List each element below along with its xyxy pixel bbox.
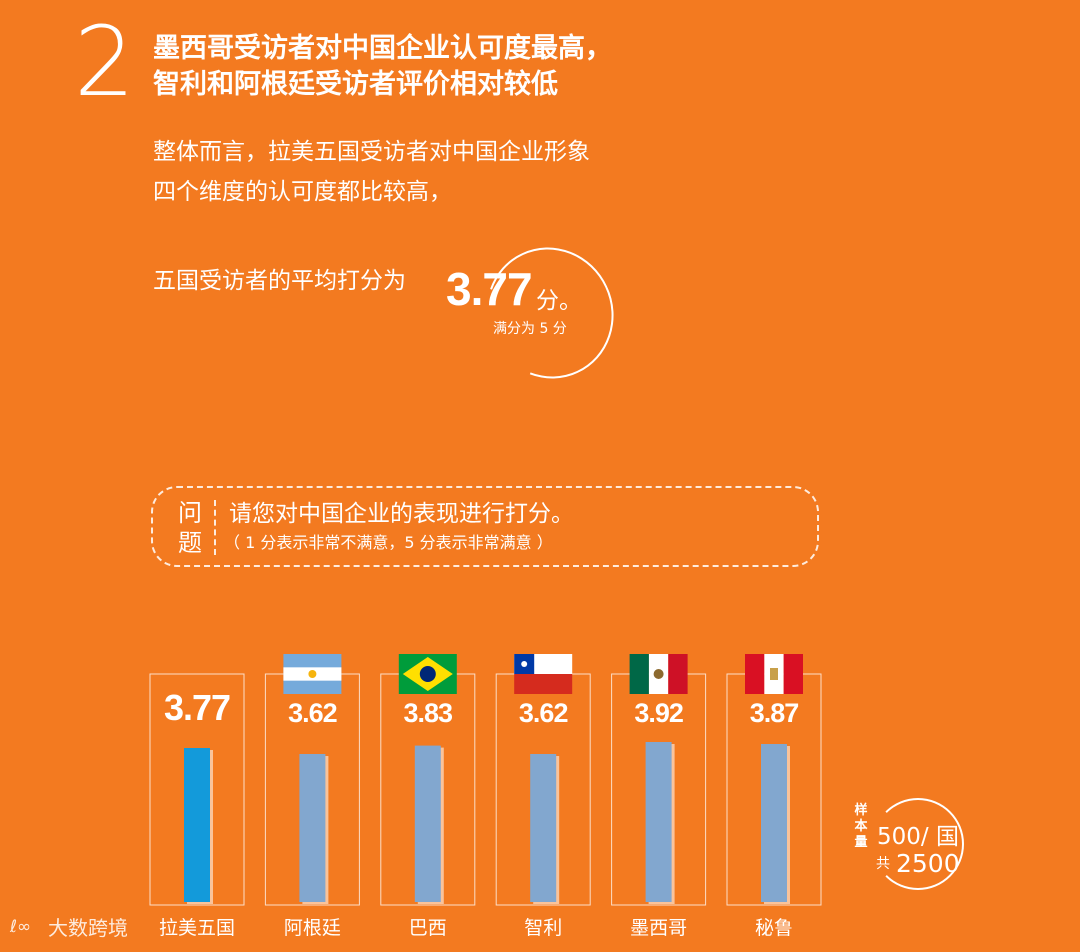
brazil-flag	[398, 654, 457, 694]
headline-line-2: 智利和阿根廷受访者评价相对较低	[153, 69, 558, 100]
data-label: 3.92	[634, 698, 683, 728]
sample-total: 2500	[896, 849, 960, 878]
bar	[530, 754, 557, 902]
intro-text: 整体而言，拉美五国受访者对中国企业形象 四个维度的认可度都比较高，	[153, 132, 590, 212]
chile-flag	[514, 654, 573, 694]
data-label: 3.83	[404, 698, 454, 728]
mexico-flag-emblem	[653, 669, 664, 679]
intro-line-2: 四个维度的认可度都比较高，	[153, 179, 452, 205]
category-label: 拉美五国	[159, 917, 235, 939]
category-label: 墨西哥	[630, 917, 687, 939]
category-label: 秘鲁	[755, 917, 793, 939]
data-label: 3.77	[164, 687, 230, 728]
data-label: 3.62	[519, 698, 568, 728]
headline: 墨西哥受访者对中国企业认可度最高， 智利和阿根廷受访者评价相对较低	[153, 31, 612, 103]
question-tag-bottom: 题	[178, 529, 202, 557]
mexico-flag-green	[629, 654, 649, 694]
question-box	[151, 486, 819, 567]
bar	[299, 754, 326, 902]
chile-flag-star	[521, 661, 528, 667]
data-label: 3.87	[750, 698, 799, 728]
sample-per-country: 500/ 国	[877, 824, 959, 850]
category-label: 阿根廷	[284, 917, 341, 939]
question-subtext: （ 1 分表示非常不满意，5 分表示非常满意 ）	[224, 533, 553, 552]
peru-flag	[745, 654, 803, 694]
question-tag: 问 题	[176, 498, 204, 558]
intro-line-1: 整体而言，拉美五国受访者对中国企业形象	[153, 139, 590, 165]
bar	[761, 744, 787, 902]
headline-line-1: 墨西哥受访者对中国企业认可度最高，	[153, 33, 612, 64]
brazil-flag-globe	[419, 666, 436, 682]
bar	[184, 748, 210, 902]
question-text: 请您对中国企业的表现进行打分。	[229, 501, 574, 527]
average-unit: 分。	[536, 288, 582, 314]
sample-circle-decoration	[872, 798, 964, 890]
average-note: 满分为 5 分	[493, 321, 567, 337]
data-label: 3.62	[288, 698, 337, 728]
argentina-flag-sun	[308, 670, 317, 678]
argentina-flag	[283, 654, 342, 694]
score-bar-chart: 3.77 拉美五国 3.62 阿根廷 3.83 巴西 3.62 智利 3.92 墨西哥 3.87 秘鲁	[149, 654, 822, 939]
watermark-text: 大数跨境	[48, 916, 128, 940]
category-label: 巴西	[409, 917, 447, 939]
average-value: 3.77	[446, 263, 533, 315]
sample-total-label: 共	[876, 856, 890, 872]
bar	[414, 745, 441, 902]
mexico-flag-red	[668, 654, 688, 694]
peru-flag-emblem	[770, 668, 778, 680]
peru-flag-red-right	[783, 654, 803, 694]
section-number: 2	[74, 6, 136, 118]
category-label: 智利	[524, 917, 562, 939]
sample-label: 样本量	[854, 803, 868, 850]
question-tag-top: 问	[178, 499, 202, 527]
bar	[645, 742, 672, 902]
chile-flag-red	[514, 674, 573, 694]
average-prefix: 五国受访者的平均打分为	[153, 268, 406, 294]
question-divider	[214, 500, 216, 555]
category-frame	[149, 673, 245, 906]
mexico-flag	[629, 654, 688, 694]
peru-flag-red-left	[745, 654, 765, 694]
lebo-logo-icon: ℓ∞	[10, 917, 32, 937]
